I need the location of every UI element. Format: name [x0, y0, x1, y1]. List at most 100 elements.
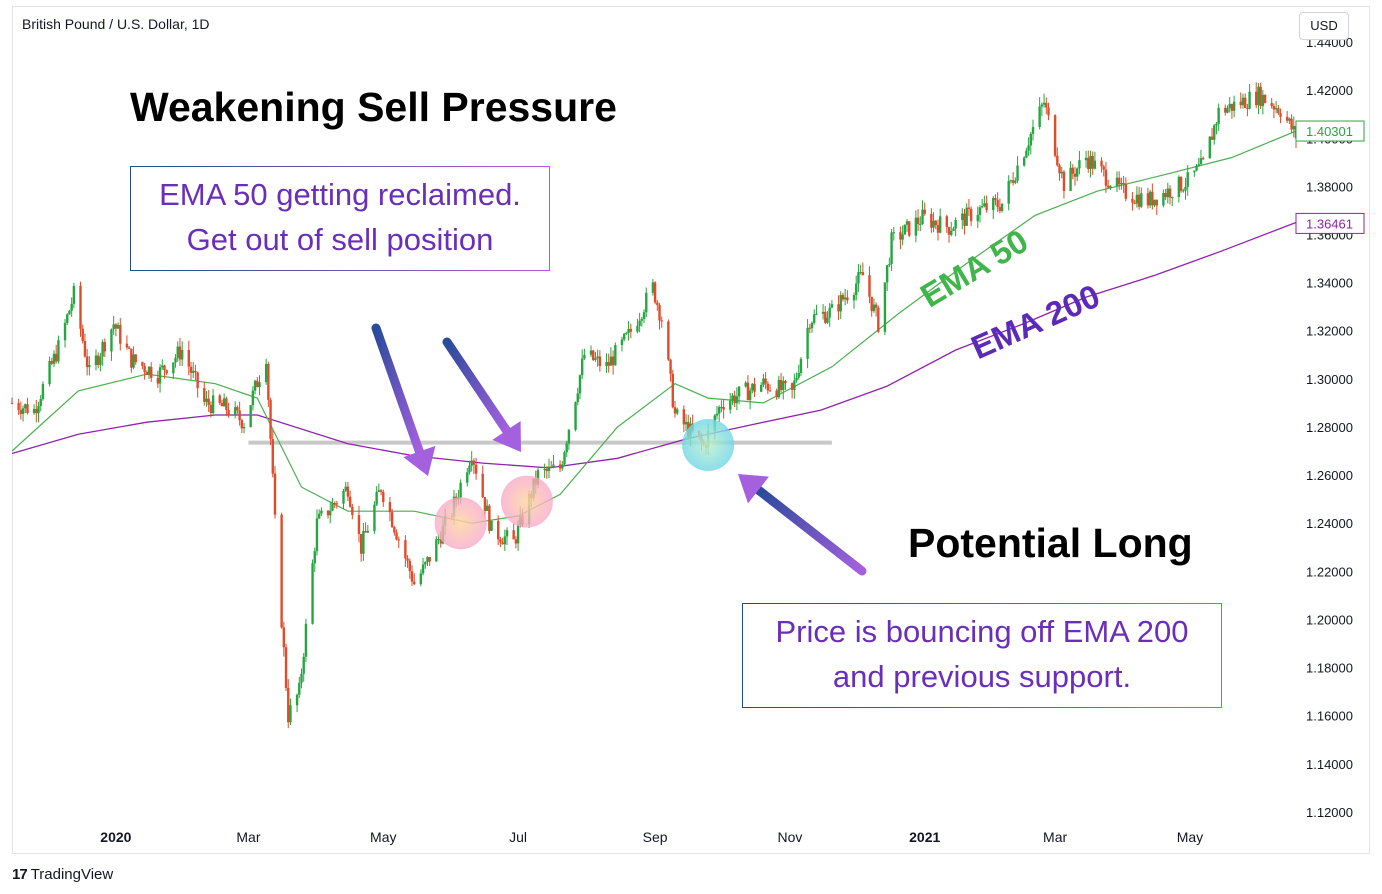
candle-body — [481, 473, 484, 498]
candle-body — [766, 383, 770, 391]
candle-body — [1179, 176, 1183, 191]
candle-body — [883, 282, 887, 332]
candle-body — [1069, 167, 1072, 192]
candle-body — [85, 356, 89, 368]
candle-body — [1007, 180, 1010, 204]
tradingview-logo[interactable]: 17 TradingView — [12, 866, 113, 883]
candle-body — [287, 687, 290, 723]
candle-body — [335, 503, 339, 505]
candle-body — [748, 390, 752, 401]
candle-body — [280, 514, 283, 628]
candle-body — [333, 502, 336, 504]
candle-body — [828, 307, 831, 318]
currency-selector[interactable]: USD — [1299, 12, 1349, 40]
candle-body — [503, 536, 507, 545]
candle-body — [930, 213, 933, 228]
candle-body — [1058, 165, 1061, 174]
candle-body — [684, 421, 688, 425]
candle-body — [547, 466, 551, 472]
candle-body — [934, 220, 937, 226]
candle-body — [1224, 107, 1227, 113]
candle-body — [499, 539, 502, 543]
candle-body — [1076, 168, 1079, 177]
candle-body — [410, 571, 414, 582]
candle-body — [1031, 127, 1035, 134]
candle-body — [976, 215, 979, 222]
candle-body — [998, 207, 1002, 211]
candle-body — [905, 221, 909, 225]
candle-body — [163, 365, 166, 371]
candle-body — [32, 408, 36, 414]
candle-body — [722, 406, 725, 410]
candle-body — [859, 272, 862, 274]
candle-body — [348, 496, 352, 507]
candle-body — [63, 322, 67, 341]
candle-body — [671, 373, 674, 408]
candle-body — [1217, 107, 1220, 124]
candle-body — [1168, 188, 1172, 198]
candle-body — [1078, 160, 1081, 169]
candle-body — [331, 502, 334, 511]
candle-body — [592, 350, 595, 360]
candle-body — [1193, 170, 1196, 173]
candle-body — [660, 320, 663, 322]
candle-body — [777, 379, 781, 398]
candle-body — [395, 532, 398, 540]
candle-body — [267, 363, 270, 400]
candle-body — [514, 539, 518, 544]
candle-body — [1038, 106, 1041, 128]
candle-body — [132, 354, 135, 368]
candle-body — [483, 497, 487, 512]
candle-body — [24, 404, 27, 409]
candle-body — [1089, 155, 1092, 169]
y-tick-label: 1.24000 — [1306, 516, 1353, 531]
candle-body — [249, 405, 252, 427]
candle-body — [596, 356, 599, 359]
candle-body — [496, 520, 500, 540]
candle-body — [240, 420, 244, 429]
candle-body — [775, 390, 778, 398]
candle-body — [768, 390, 772, 392]
candle-body — [474, 464, 478, 474]
candle-body — [165, 370, 168, 374]
candle-body — [68, 310, 71, 315]
candle-body — [751, 383, 754, 391]
candle-body — [636, 325, 639, 332]
candle-body — [26, 404, 29, 414]
candle-body — [37, 406, 40, 414]
y-tick-label: 1.42000 — [1306, 83, 1353, 98]
candle-body — [921, 209, 924, 224]
candle-body — [192, 370, 195, 373]
candle-body — [578, 375, 582, 394]
candle-body — [81, 328, 84, 341]
candle-body — [103, 341, 107, 352]
candle-body — [625, 332, 628, 334]
candle-body — [342, 490, 345, 504]
candle-body — [196, 372, 199, 389]
candle-body — [797, 373, 800, 378]
candle-body — [346, 486, 350, 497]
candle-body — [764, 378, 767, 384]
candle-body — [589, 350, 593, 355]
candle-body — [954, 219, 957, 229]
candle-body — [470, 460, 473, 466]
candle-body — [1197, 164, 1200, 166]
candle-body — [1288, 118, 1291, 121]
candle-body — [222, 398, 226, 407]
candle-body — [580, 358, 584, 376]
candle-body — [1053, 115, 1057, 156]
candle-body — [808, 327, 812, 329]
candle-body — [1199, 158, 1203, 165]
candle-body — [54, 353, 58, 362]
candle-body — [872, 304, 876, 312]
candle-body — [227, 409, 230, 415]
note-line: Price is bouncing off EMA 200 — [775, 614, 1189, 649]
candle-body — [300, 673, 303, 683]
x-tick-label: Mar — [236, 829, 260, 845]
candle-body — [1155, 199, 1158, 206]
candle-body — [516, 525, 520, 544]
candle-body — [830, 304, 834, 308]
candle-body — [952, 228, 955, 231]
candle-body — [284, 647, 288, 688]
